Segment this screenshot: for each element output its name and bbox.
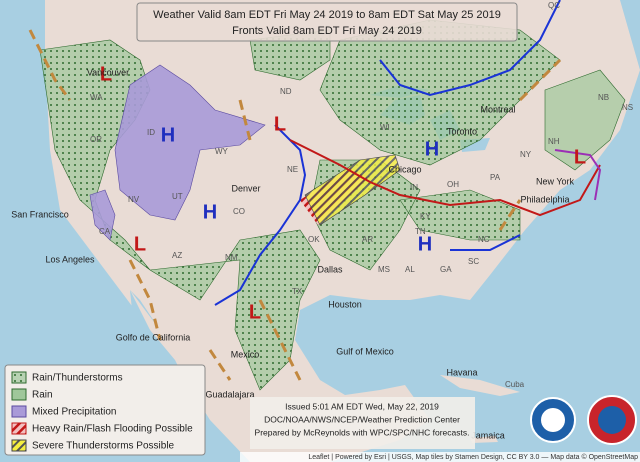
place-label: Guadalajara: [205, 389, 254, 399]
legend-swatch: [11, 388, 27, 401]
place-label: Dallas: [317, 264, 343, 274]
header-box: [136, 2, 518, 42]
place-label: KY: [420, 212, 431, 221]
low-center: L: [134, 233, 146, 255]
place-label: NS: [622, 103, 633, 112]
low-center: L: [100, 63, 112, 85]
place-label: UT: [172, 192, 183, 201]
place-label: TN: [415, 227, 426, 236]
low-center: L: [574, 146, 586, 168]
cuba: [440, 375, 520, 396]
place-label: Vancouver: [87, 67, 129, 77]
place-label: WA: [90, 93, 103, 102]
mixed-precipitation-area: [89, 64, 266, 241]
place-label: NY: [520, 150, 532, 159]
place-label: CA: [99, 227, 111, 236]
low-center: L: [249, 301, 261, 323]
noaa-logo-inner: [541, 408, 565, 432]
legend-swatch: [11, 439, 27, 452]
header-line: Fronts Valid 8am EDT Fri May 24 2019: [232, 25, 422, 37]
place-label: IN: [410, 183, 418, 192]
place-label: NB: [598, 93, 609, 102]
occluded-front: [554, 149, 602, 201]
severe-thunderstorms-area: [304, 154, 401, 226]
legend-swatch: [11, 405, 27, 418]
place-label: MS: [378, 265, 390, 274]
issued-line: Prepared by McReynolds with WPC/SPC/NHC …: [255, 427, 470, 437]
gulf-of-california: [130, 290, 160, 350]
nws-logo-inner: [598, 406, 626, 434]
legend-label: Heavy Rain/Flash Flooding Possible: [32, 424, 193, 435]
place-label: OH: [447, 180, 459, 189]
high-center: H: [203, 201, 217, 223]
issued: Issued 5:01 AM EDT Wed, May 22, 2019 DOC…: [250, 397, 475, 449]
place-label: AR: [362, 235, 373, 244]
header-line: Weather Valid 8am EDT Fri May 24 2019 to…: [153, 9, 501, 21]
place-label: AZ: [172, 251, 182, 260]
place-label: New York: [536, 176, 575, 186]
cold-front: [214, 124, 307, 306]
place-label: Mexico: [231, 349, 260, 359]
place-label: WI: [380, 123, 390, 132]
high-center: H: [418, 233, 432, 255]
place-label: San Francisco: [11, 209, 69, 219]
place-label: CO: [233, 207, 245, 216]
place-label: Los Angeles: [45, 254, 95, 264]
place-label: PA: [490, 173, 501, 182]
cold-front: [379, 0, 561, 97]
place-label: WY: [215, 147, 229, 156]
legend-label: Mixed Precipitation: [32, 407, 116, 418]
legend-label: Rain: [32, 390, 53, 401]
place-label: Philadelphia: [520, 194, 569, 204]
legend-box: [4, 364, 206, 456]
attribution-bar: [240, 452, 640, 462]
place-label: OK: [308, 235, 320, 244]
place-label: NV: [128, 195, 140, 204]
issued-line: DOC/NOAA/NWS/NCEP/Weather Prediction Cen…: [264, 414, 460, 424]
legend: Rain/Thunderstorms Rain Mixed Precipitat…: [4, 364, 206, 456]
legend-label: Severe Thunderstorms Possible: [32, 441, 175, 452]
place-label: NM: [225, 253, 238, 262]
high-center: H: [161, 124, 175, 146]
place-label: ND: [280, 87, 292, 96]
place-label: Havana: [446, 367, 477, 377]
place-label: Cuba: [505, 380, 525, 389]
stationary-front: [450, 234, 521, 251]
high-center: H: [425, 138, 439, 160]
place-label: AL: [405, 265, 415, 274]
place-label: NH: [548, 137, 560, 146]
place-label: Gulf of Mexico: [336, 346, 394, 356]
issued-line: Issued 5:01 AM EDT Wed, May 22, 2019: [285, 401, 439, 411]
place-label: Jamaica: [471, 430, 505, 440]
place-label: GA: [440, 265, 452, 274]
troughs: [28, 29, 562, 381]
place-label: NC: [478, 235, 490, 244]
place-label: Denver: [231, 183, 260, 193]
place-label: Golfo de California: [116, 332, 191, 342]
legend-swatch: [11, 371, 27, 384]
rain-thunderstorms-area: [39, 19, 561, 391]
low-center: L: [274, 113, 286, 135]
place-label: ID: [147, 128, 155, 137]
place-label: Houston: [328, 299, 362, 309]
place-label: OR: [90, 135, 102, 144]
legend-label: Rain/Thunderstorms: [32, 373, 123, 384]
rain-area: [544, 69, 626, 171]
legend-swatch: [11, 422, 27, 435]
warm-front: [289, 139, 601, 217]
place-label: Chicago: [388, 164, 421, 174]
jamaica: [470, 436, 498, 443]
header: Weather Valid 8am EDT Fri May 24 2019 to…: [136, 2, 518, 42]
place-label: Montreal: [480, 104, 515, 114]
place-label: Toronto: [447, 126, 477, 136]
place-label: QC: [548, 1, 560, 10]
place-label: NE: [287, 165, 298, 174]
attribution: Leaflet | Powered by Esri | USGS, Map ti…: [308, 453, 638, 461]
place-label: SC: [468, 257, 479, 266]
fronts: [214, 0, 602, 306]
place-label: TX: [292, 287, 303, 296]
issued-box: [250, 397, 475, 449]
